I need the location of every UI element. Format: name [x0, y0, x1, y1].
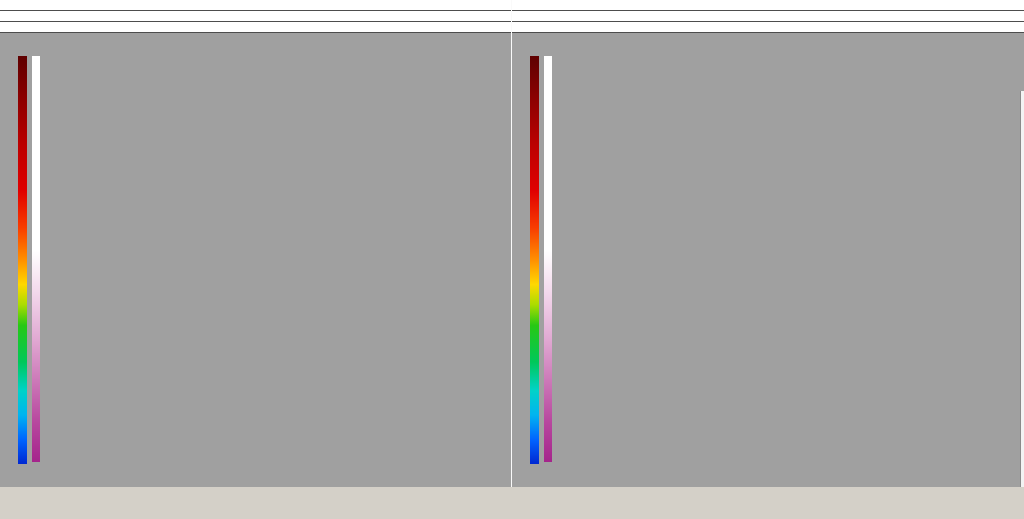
trace-panel-right [512, 0, 1024, 506]
scale-sidebar-left [0, 33, 60, 487]
pressure-colorbar [18, 56, 27, 464]
legend-row-position [0, 0, 512, 11]
pressure-colorbar [530, 56, 539, 464]
legend-row-events [0, 22, 512, 33]
right-edge-strip[interactable] [1020, 91, 1024, 487]
impedance-colorbar [544, 56, 552, 462]
pressure-impedance-heatmap[interactable] [60, 33, 512, 487]
trace-main-left [0, 33, 512, 487]
panel-divider [511, 0, 512, 487]
trace-panel-left [0, 0, 512, 506]
combined-heatmap[interactable] [572, 33, 1024, 487]
scale-sidebar-right [512, 33, 572, 487]
impedance-colorbar [32, 56, 40, 462]
legend-row-meal [512, 11, 1024, 22]
legend-row-meal [0, 11, 512, 22]
legend-row-position [512, 0, 1024, 11]
trace-main-right [512, 33, 1024, 487]
legend-row-events [512, 22, 1024, 33]
